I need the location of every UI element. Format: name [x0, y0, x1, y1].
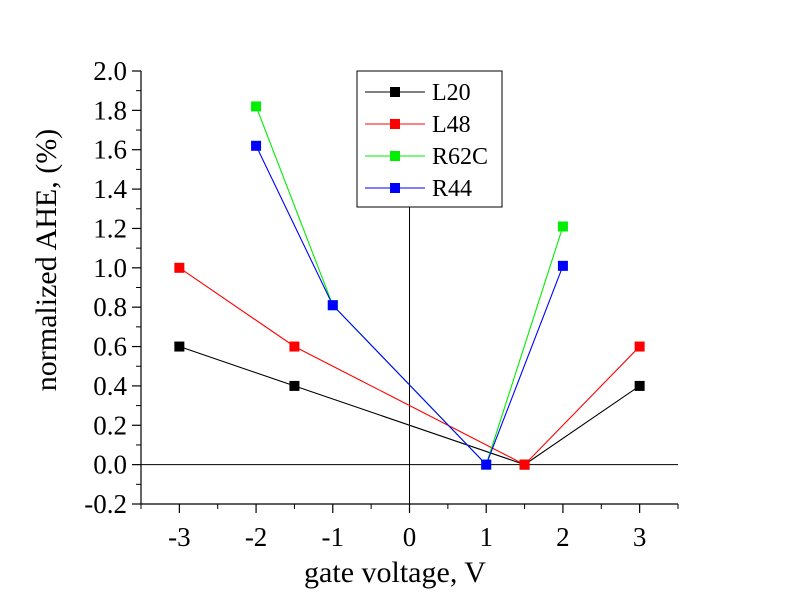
- data-point-l20: [174, 341, 185, 352]
- x-tick-label: 2: [556, 522, 570, 552]
- legend-box: [356, 70, 503, 208]
- y-tick-label: 0.2: [93, 410, 127, 440]
- legend-marker-r62c: [390, 151, 400, 161]
- y-tick-label: 1.6: [93, 135, 127, 165]
- data-point-r44: [557, 260, 568, 271]
- y-tick-label: 1.0: [93, 253, 127, 283]
- y-tick-label: -0.2: [84, 489, 127, 519]
- y-tick-label: 0.8: [93, 292, 127, 322]
- ticks: -0.2 0.0 0.2 0.4 0.6 0.8 1.0 1.2 1.4 1.6 1.8 2.0 -3 -…: [84, 56, 679, 552]
- y-axis-label: normalized AHE, (%): [30, 129, 63, 391]
- y-tick-label: 0.6: [93, 332, 127, 362]
- x-tick-label: -1: [322, 522, 345, 552]
- y-tick-label: 1.2: [93, 213, 127, 243]
- series-line-l20: [179, 345, 640, 466]
- legend-label-r44: R44: [432, 176, 472, 202]
- legend-marker-r44: [390, 183, 400, 193]
- series-layer: [174, 101, 645, 470]
- data-point-r44: [327, 300, 338, 311]
- data-point-l48: [289, 341, 300, 352]
- legend: L20 L48 R62C R44: [356, 70, 503, 208]
- legend-label-l20: L20: [432, 80, 471, 106]
- series-line-r44: [255, 145, 564, 466]
- x-tick-label: 0: [403, 522, 417, 552]
- series-r44: [251, 140, 568, 470]
- data-point-l48: [519, 459, 530, 470]
- data-point-l48: [174, 262, 185, 273]
- y-tick-label: 1.4: [93, 174, 127, 204]
- y-tick-label: 1.8: [93, 95, 127, 125]
- data-point-l20: [634, 380, 645, 391]
- legend-label-r62c: R62C: [432, 144, 488, 170]
- data-point-l20: [289, 380, 300, 391]
- y-tick-label: 0.0: [93, 450, 127, 480]
- x-tick-label: -3: [168, 522, 191, 552]
- data-point-r62c: [557, 221, 568, 232]
- x-tick-label: -2: [245, 522, 268, 552]
- x-tick-label: 1: [479, 522, 493, 552]
- x-axis-label: gate voltage, V: [304, 556, 486, 589]
- data-point-r44: [481, 459, 492, 470]
- x-tick-label: 3: [633, 522, 647, 552]
- legend-marker-l48: [390, 119, 400, 129]
- data-point-r62c: [251, 101, 262, 112]
- y-tick-label: 2.0: [93, 56, 127, 86]
- legend-label-l48: L48: [432, 112, 471, 138]
- series-l48: [174, 262, 645, 470]
- legend-marker-l20: [390, 87, 400, 97]
- data-point-l48: [634, 341, 645, 352]
- series-line-l48: [179, 267, 640, 466]
- y-tick-label: 0.4: [93, 371, 127, 401]
- data-point-r44: [251, 140, 262, 151]
